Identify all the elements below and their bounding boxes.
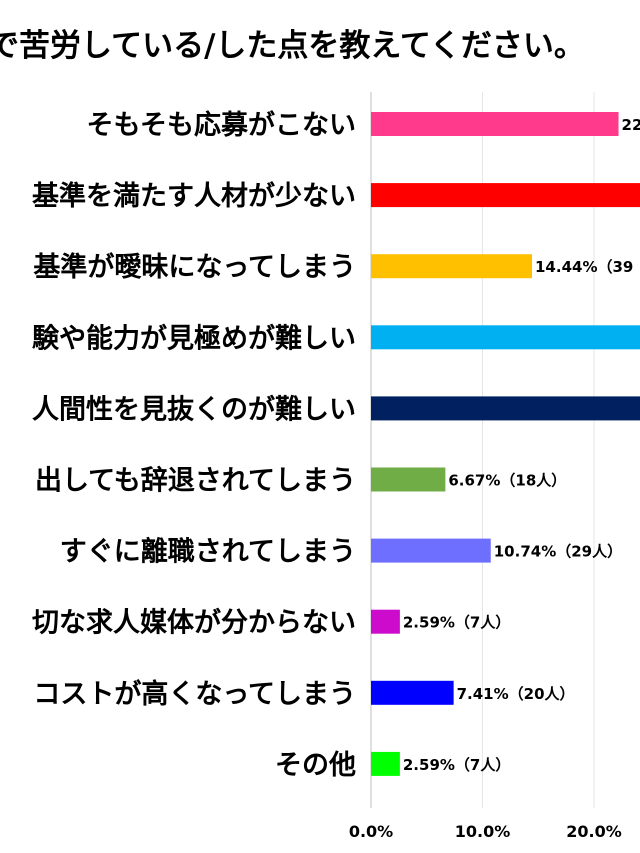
- category-label: 人間性を見抜くのが難しい: [32, 393, 356, 425]
- bar: [371, 325, 640, 350]
- bar: [371, 112, 619, 136]
- category-labels: そもそも応募がこない基準を満たす人材が少ない基準が曖昧になってしまう験や能力が見…: [32, 109, 356, 781]
- x-tick-label: 10.0%: [455, 822, 511, 841]
- x-tick-labels: 0.0% 10.0% 20.0%: [349, 822, 622, 841]
- bar: [371, 396, 640, 421]
- data-label: 6.67%（18人）: [448, 472, 566, 490]
- bar: [371, 609, 400, 634]
- x-tick-label: 0.0%: [349, 822, 393, 841]
- data-labels: 22 14.44%（39 6.67%（18人） 10.74%（29人） 2.59%（7人…: [403, 116, 640, 774]
- data-label: 7.41%（20人）: [457, 685, 575, 703]
- category-label: 基準が曖昧になってしまう: [33, 251, 356, 283]
- bars: [371, 112, 640, 776]
- category-label: そもそも応募がこない: [87, 109, 356, 141]
- category-label: 切な求人媒体が分からない: [32, 607, 356, 639]
- category-label: すぐに離職されてしまう: [60, 536, 356, 568]
- bar: [371, 680, 454, 705]
- category-label: コストが高くなってしまう: [33, 678, 356, 710]
- category-label: 出しても辞退されてしまう: [35, 465, 356, 497]
- data-label: 2.59%（7人）: [403, 614, 510, 632]
- data-label: 10.74%（29人）: [494, 543, 622, 561]
- category-label: 基準を満たす人材が少ない: [32, 180, 356, 212]
- data-label: 14.44%（39: [535, 258, 633, 276]
- bar: [371, 183, 640, 208]
- bar: [371, 254, 533, 279]
- chart-title: で苦労している/した点を教えてください。: [0, 28, 585, 64]
- x-tick-label: 20.0%: [566, 822, 622, 841]
- bar: [371, 467, 446, 492]
- data-label: 22: [622, 116, 640, 134]
- category-label: 験や能力が見極めが難しい: [32, 322, 356, 354]
- bar: [371, 538, 491, 563]
- bar: [371, 751, 400, 776]
- category-label: その他: [275, 750, 356, 781]
- data-label: 2.59%（7人）: [403, 756, 510, 774]
